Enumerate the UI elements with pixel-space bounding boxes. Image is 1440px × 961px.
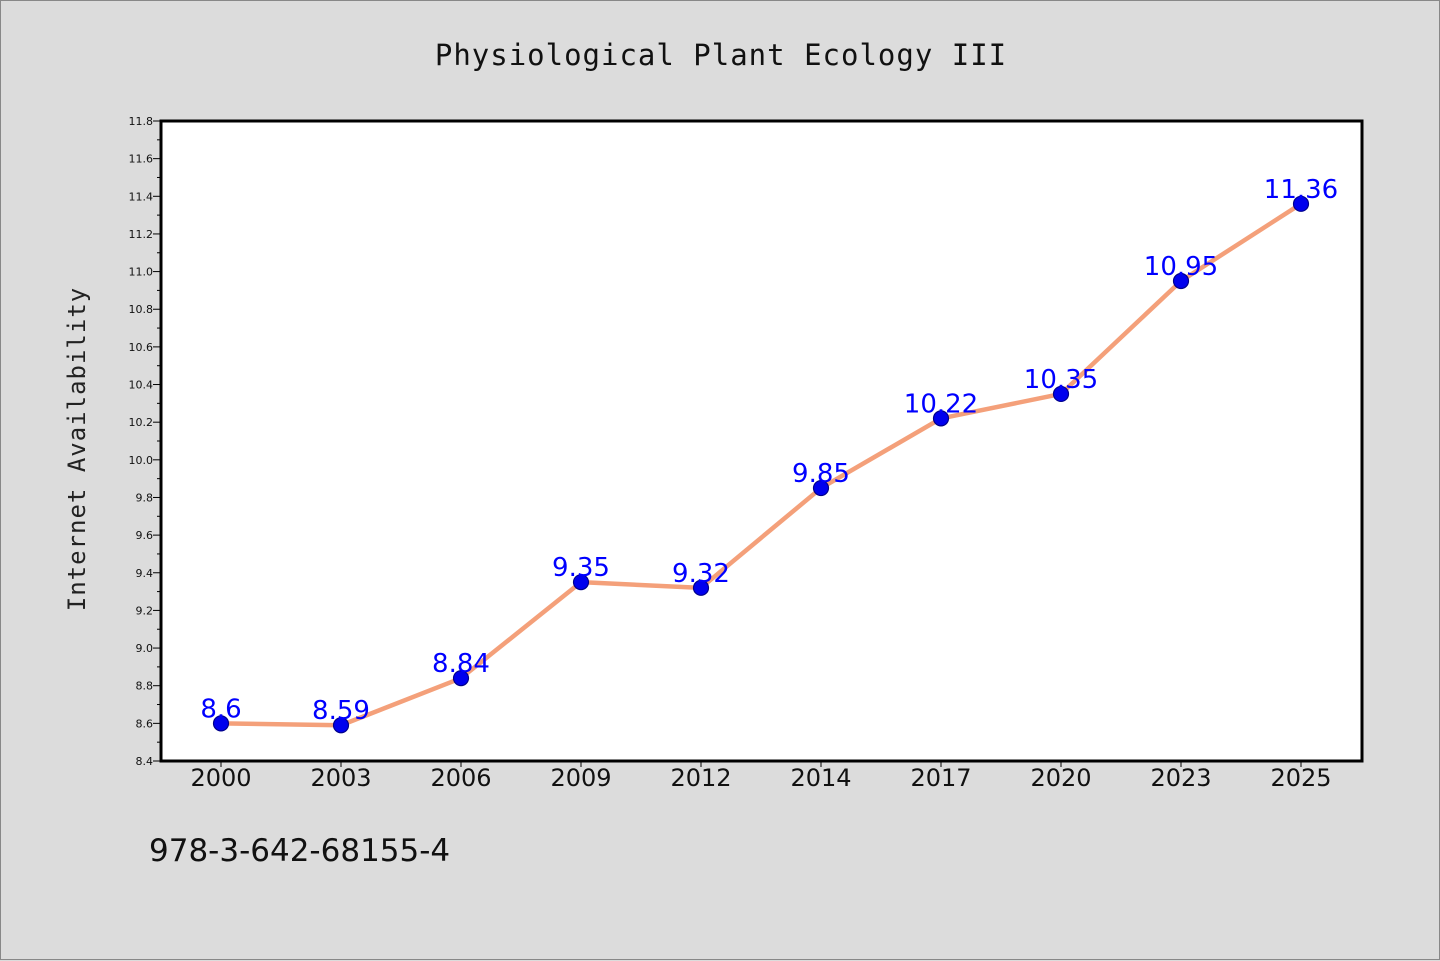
data-point [812,479,830,497]
data-point [692,579,710,596]
y-tick-label: 11.0 [129,266,154,279]
data-labels: 8.6 8.59 8.84 9.35 9.32 9.85 10.22 10.35 10.95 11… [200,175,1338,726]
data-label: 9.85 [792,459,850,489]
x-tick-label: 2020 [1030,764,1091,792]
y-tick-label: 10.2 [129,416,154,429]
y-tick-label: 10.8 [129,303,154,316]
plot-border [159,119,1364,763]
series-polyline [218,201,1304,728]
data-label: 10.35 [1024,365,1098,395]
y-tick-label: 10.6 [129,341,154,354]
y-tick-label: 8.6 [136,717,154,730]
data-label: 8.59 [312,696,370,726]
x-tick-label: 2025 [1270,764,1331,792]
series-line [212,195,1310,734]
y-tick-label: 10.0 [129,454,154,467]
y-tick-label: 9.4 [136,567,154,580]
data-point [452,670,470,687]
x-tick-label: 2012 [670,764,731,792]
chart-title: Physiological Plant Ecology III [435,38,1007,72]
data-point [1172,272,1190,290]
data-point [1052,385,1070,403]
x-axis: 2000 2003 2006 2009 2012 2014 2017 2020 2023 2025 [190,761,1332,792]
data-point [932,410,950,427]
y-tick-label: 8.4 [136,755,154,768]
y-axis-label: Internet Availability [63,287,91,611]
data-label: 10.95 [1144,252,1218,282]
x-tick-label: 2014 [790,764,851,792]
data-label: 9.32 [672,559,730,589]
x-tick-label: 2006 [430,764,491,792]
y-tick-label: 9.2 [136,604,154,617]
data-label: 10.22 [904,389,978,419]
data-point [1292,195,1310,212]
x-tick-label: 2009 [550,764,611,792]
y-tick-label: 11.2 [129,228,154,241]
y-tick-label: 11.8 [129,115,154,128]
y-tick-label: 11.6 [129,153,154,166]
plot-area [161,121,1362,761]
y-tick-label: 9.8 [136,491,154,504]
y-tick-label: 9.0 [136,642,154,655]
data-label: 8.6 [200,694,241,724]
data-label: 11.36 [1264,175,1338,205]
data-point [572,574,590,591]
x-tick-label: 2017 [910,764,971,792]
x-tick-label: 2023 [1150,764,1211,792]
y-tick-label: 8.8 [136,680,154,693]
y-tick-label: 11.4 [129,190,154,203]
x-tick-label: 2003 [310,764,371,792]
data-point [212,715,230,732]
y-tick-label: 9.6 [136,529,154,542]
data-label: 8.84 [432,649,490,679]
data-point [332,717,350,734]
y-axis: 8.4 8.6 8.8 9.0 9.2 9.4 9.6 9.8 10.0 10.2 10.4 10.6… [129,115,161,768]
y-tick-label: 10.4 [129,379,154,392]
data-label: 9.35 [552,553,610,583]
x-tick-label: 2000 [190,764,251,792]
isbn-text: 978-3-642-68155-4 [149,833,451,869]
